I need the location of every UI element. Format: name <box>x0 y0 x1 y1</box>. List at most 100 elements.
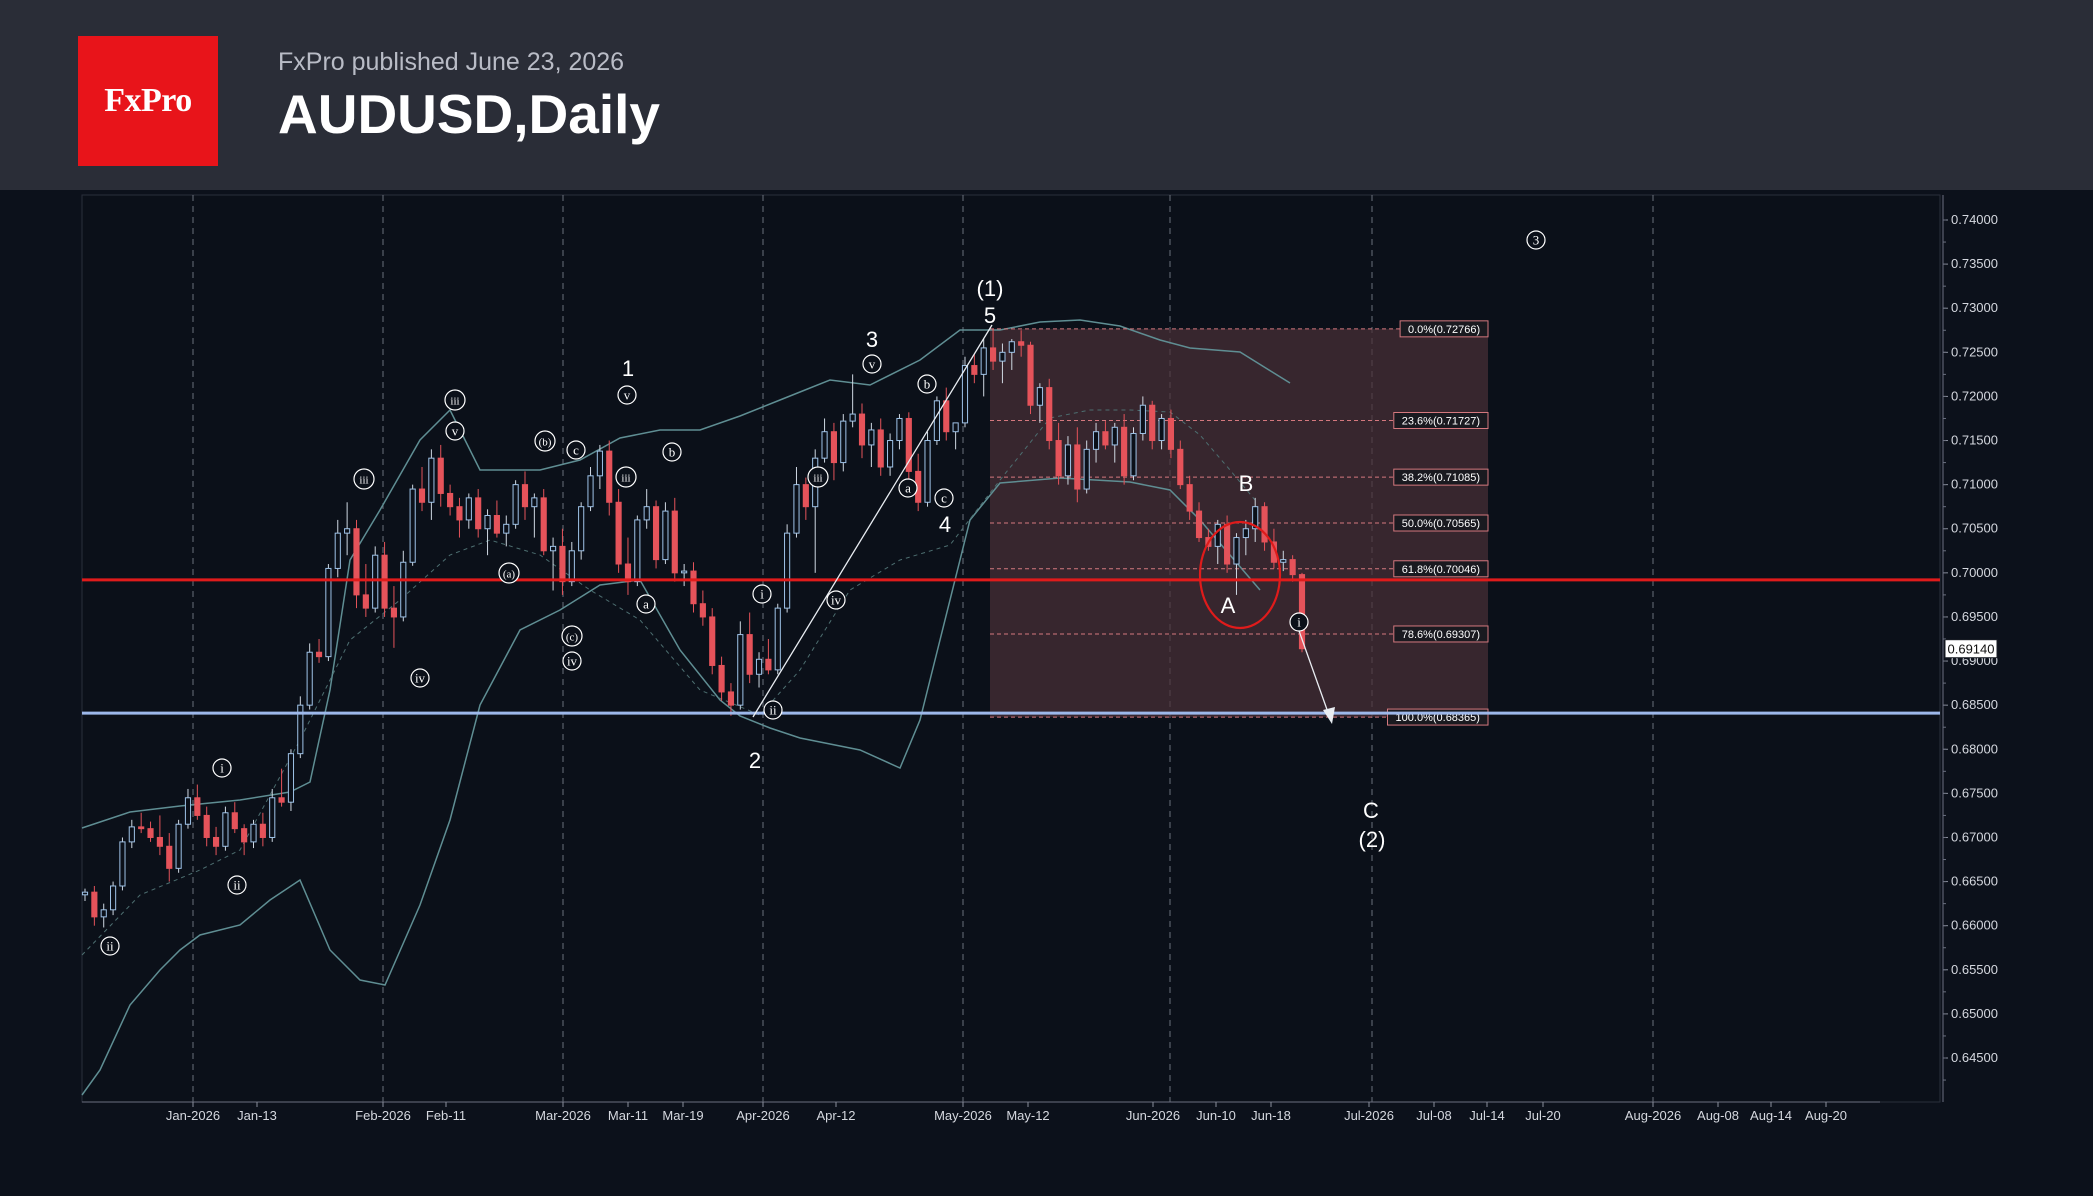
wave-label-circle <box>1526 230 1546 250</box>
bearish-candle <box>1289 559 1296 576</box>
wave-label: 2 <box>749 748 761 773</box>
bullish-candle <box>980 347 987 375</box>
bullish-candle <box>952 422 959 433</box>
bullish-candle <box>896 417 903 442</box>
price-chart[interactable]: 0.0%(0.72766) 23.6%(0.71727) 38.2%(0.71085… <box>0 190 2093 1196</box>
bullish-candle <box>287 753 295 803</box>
bullish-candle <box>755 658 763 675</box>
bearish-candle <box>718 664 725 693</box>
bullish-candle <box>128 826 135 843</box>
bearish-candle <box>652 506 660 561</box>
bearish-candle <box>156 836 163 847</box>
price-tick-label: 0.73500 <box>1951 256 1998 271</box>
time-tick-label: Jul-14 <box>1469 1108 1504 1123</box>
bearish-candle <box>802 484 809 508</box>
time-tick-label: May-2026 <box>934 1108 992 1123</box>
bullish-candle <box>1036 387 1043 406</box>
time-tick-label: Jun-18 <box>1251 1108 1291 1123</box>
fibonacci-label: 61.8%(0.70046) <box>1402 564 1480 576</box>
fibonacci-label: 38.2%(0.71085) <box>1402 472 1480 484</box>
wave-label-circle <box>1289 612 1309 632</box>
bearish-candle <box>353 528 360 596</box>
bullish-candle <box>793 484 800 534</box>
fibonacci-label: 78.6%(0.69307) <box>1402 629 1480 641</box>
fibonacci-label-box <box>1393 412 1489 430</box>
price-tick-label: 0.65500 <box>1951 962 1998 977</box>
bullish-candle <box>100 909 107 918</box>
bullish-candle <box>1092 431 1100 450</box>
bullish-candle <box>1242 528 1249 539</box>
fxpro-logo[interactable]: FxPro <box>78 36 218 166</box>
bearish-candle <box>1018 341 1025 346</box>
bearish-candle <box>830 431 837 464</box>
bearish-candle <box>381 554 388 609</box>
price-tick-label: 0.65000 <box>1951 1006 1998 1021</box>
bullish-candle <box>297 704 304 755</box>
wave-label: C <box>1363 798 1379 823</box>
wave-label: 1 <box>622 356 634 381</box>
chart-title: AUDUSD,Daily <box>278 83 661 145</box>
price-tick-label: 0.71500 <box>1951 433 1998 448</box>
wave-label: v <box>624 388 631 403</box>
wave-label-circle <box>562 651 582 671</box>
bearish-candle <box>203 814 210 838</box>
time-tick-label: Aug-14 <box>1750 1108 1792 1123</box>
bearish-candle <box>943 400 950 433</box>
wave-label: v <box>452 424 459 439</box>
bullish-candle <box>222 812 229 847</box>
bearish-candle <box>1055 440 1062 477</box>
wave-label: ii <box>233 878 241 893</box>
wave-label: ii <box>106 939 114 954</box>
bearish-candle <box>709 616 716 666</box>
bearish-candle <box>1224 523 1231 565</box>
wave-label: (2) <box>1359 827 1386 852</box>
fibonacci-label: 50.0%(0.70565) <box>1402 518 1480 530</box>
price-tick-label: 0.70000 <box>1951 565 1998 580</box>
bearish-candle <box>390 607 398 618</box>
fibonacci-label-box <box>1399 320 1489 338</box>
wave-label-circle <box>862 354 882 374</box>
current-price-label: 0.69140 <box>1948 642 1995 657</box>
wave-label-circle <box>662 442 682 462</box>
bearish-candle <box>241 828 248 843</box>
wave-label: 4 <box>939 512 951 537</box>
bearish-candle <box>1261 506 1268 543</box>
bullish-candle <box>1139 404 1146 434</box>
wave-label-circle <box>566 440 586 460</box>
bearish-candle <box>1167 417 1175 450</box>
bearish-candle <box>1149 404 1156 442</box>
bearish-candle <box>905 417 912 472</box>
bullish-candle <box>634 519 641 583</box>
bearish-candle <box>1074 444 1081 490</box>
bullish-candle <box>334 532 341 569</box>
bearish-candle <box>1121 426 1128 477</box>
bullish-candle <box>550 545 557 552</box>
bearish-candle <box>989 347 997 362</box>
wave-label: a <box>643 597 649 612</box>
bearish-candle <box>521 484 529 508</box>
bearish-candle <box>194 797 201 816</box>
bullish-candle <box>568 550 575 583</box>
bearish-candle <box>1177 448 1184 486</box>
bullish-candle <box>531 497 538 508</box>
wave-label: b <box>924 377 931 392</box>
price-tick-label: 0.67500 <box>1951 785 1998 800</box>
bearish-candle <box>231 812 238 830</box>
wave-label: iv <box>415 671 426 686</box>
price-tick-label: 0.74000 <box>1951 212 1998 227</box>
time-tick-label: Aug-20 <box>1805 1108 1847 1123</box>
bearish-candle <box>456 506 463 521</box>
wave-label-circle <box>617 385 637 405</box>
time-tick-label: Jul-08 <box>1416 1108 1451 1123</box>
price-tick-label: 0.66000 <box>1951 918 1998 933</box>
bullish-candle <box>643 506 650 521</box>
bullish-candle <box>484 515 491 530</box>
wave-label: i <box>760 587 764 602</box>
time-tick-label: Jan-13 <box>237 1108 277 1123</box>
bearish-candle <box>166 845 173 869</box>
bearish-candle <box>877 429 884 468</box>
bullish-candle <box>428 457 435 503</box>
time-tick-label: May-12 <box>1006 1108 1049 1123</box>
wave-label: c <box>573 443 579 458</box>
wave-label-circle <box>534 430 556 452</box>
